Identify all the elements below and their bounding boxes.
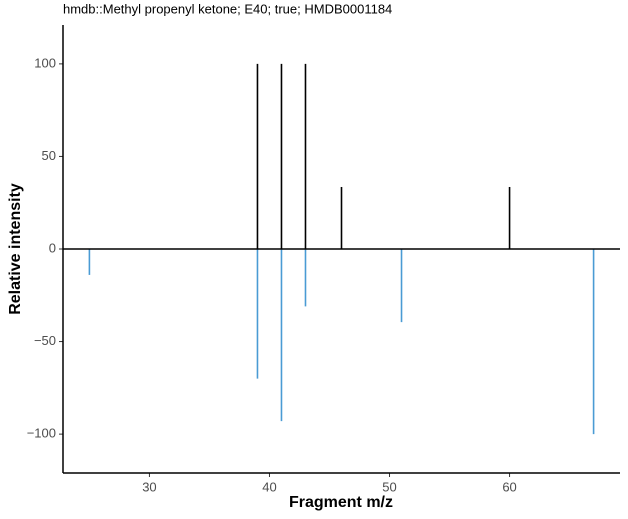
y-axis-title: Relative intensity [7,183,24,315]
y-tick-label: 100 [34,55,56,70]
x-tick-label: 30 [142,479,156,494]
x-tick-label: 40 [262,479,276,494]
chart-title: hmdb::Methyl propenyl ketone; E40; true;… [63,1,392,16]
x-axis-title: Fragment m/z [289,494,393,511]
x-tick-label: 60 [502,479,516,494]
y-tick-label: 0 [49,240,56,255]
y-tick-label: −50 [34,333,56,348]
y-tick-label: 50 [42,148,56,163]
y-tick-label: −100 [27,426,56,441]
x-tick-label: 50 [382,479,396,494]
